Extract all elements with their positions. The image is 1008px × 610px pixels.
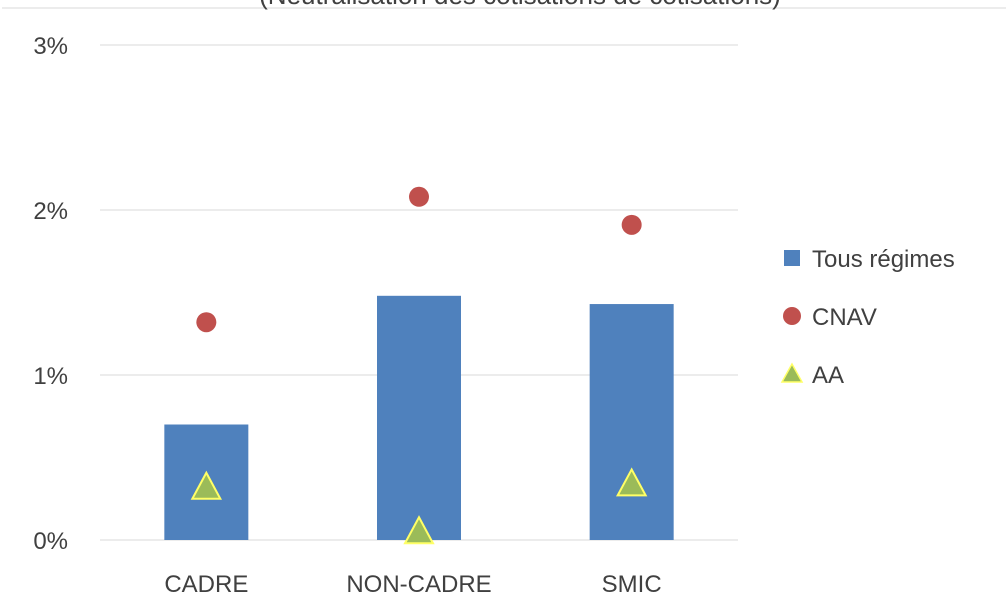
cnav-point bbox=[621, 214, 642, 235]
x-tick-label: SMIC bbox=[602, 571, 662, 598]
legend-swatch-bar bbox=[784, 250, 800, 266]
cnav-point bbox=[409, 186, 429, 207]
legend-label: Tous régimes bbox=[812, 246, 955, 273]
x-tick-label: NON-CADRE bbox=[346, 571, 491, 598]
legend-swatch-triangle bbox=[780, 362, 804, 383]
bar-series bbox=[164, 295, 674, 540]
aa-point bbox=[190, 470, 223, 500]
bar bbox=[377, 295, 461, 540]
aa-point bbox=[615, 467, 648, 497]
legend-label: CNAV bbox=[812, 304, 877, 331]
y-tick-label: 3% bbox=[33, 33, 68, 60]
legend: Tous régimes CNAV AA bbox=[780, 246, 955, 389]
bar bbox=[589, 304, 674, 540]
legend-label: AA bbox=[812, 362, 844, 389]
aa-point bbox=[403, 515, 435, 545]
y-tick-label: 1% bbox=[33, 363, 68, 390]
point-series bbox=[190, 186, 648, 545]
chart-title: (Neutralisation des cotisations de cotis… bbox=[259, 0, 781, 10]
y-tick-label: 2% bbox=[33, 198, 68, 225]
cnav-point bbox=[196, 312, 217, 333]
axes: 0% 1% 2% 3% CADRE NON-CADRE SMIC bbox=[33, 33, 661, 598]
x-tick-label: CADRE bbox=[164, 571, 248, 598]
legend-swatch-circle bbox=[783, 307, 801, 325]
y-tick-label: 0% bbox=[33, 528, 68, 555]
